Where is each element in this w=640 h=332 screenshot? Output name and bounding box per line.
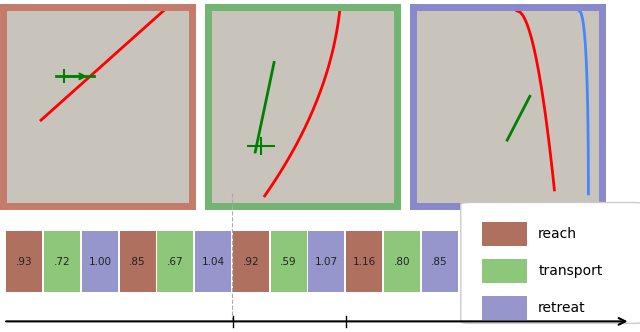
Text: 1.16: 1.16 [353,257,376,267]
Text: 1.00: 1.00 [88,257,111,267]
FancyBboxPatch shape [233,231,269,292]
FancyBboxPatch shape [308,231,344,292]
FancyBboxPatch shape [461,203,640,323]
FancyBboxPatch shape [422,231,458,292]
Text: .85: .85 [129,257,146,267]
FancyBboxPatch shape [82,231,118,292]
FancyBboxPatch shape [482,222,527,246]
FancyBboxPatch shape [271,231,307,292]
Text: .67: .67 [167,257,184,267]
Text: .93: .93 [16,257,33,267]
FancyBboxPatch shape [44,231,80,292]
FancyBboxPatch shape [157,231,193,292]
Text: retreat: retreat [538,301,586,315]
Text: 1.04: 1.04 [202,257,225,267]
FancyBboxPatch shape [120,231,156,292]
FancyBboxPatch shape [195,231,231,292]
Text: reach: reach [538,227,577,241]
FancyBboxPatch shape [384,231,420,292]
Text: transport: transport [538,264,603,278]
Text: .92: .92 [243,257,259,267]
FancyBboxPatch shape [346,231,382,292]
Text: 1.07: 1.07 [315,257,338,267]
Text: .85: .85 [431,257,448,267]
FancyBboxPatch shape [482,296,527,320]
FancyBboxPatch shape [482,259,527,283]
Text: .59: .59 [280,257,297,267]
Text: .80: .80 [394,257,410,267]
FancyBboxPatch shape [6,231,42,292]
Text: .72: .72 [54,257,70,267]
